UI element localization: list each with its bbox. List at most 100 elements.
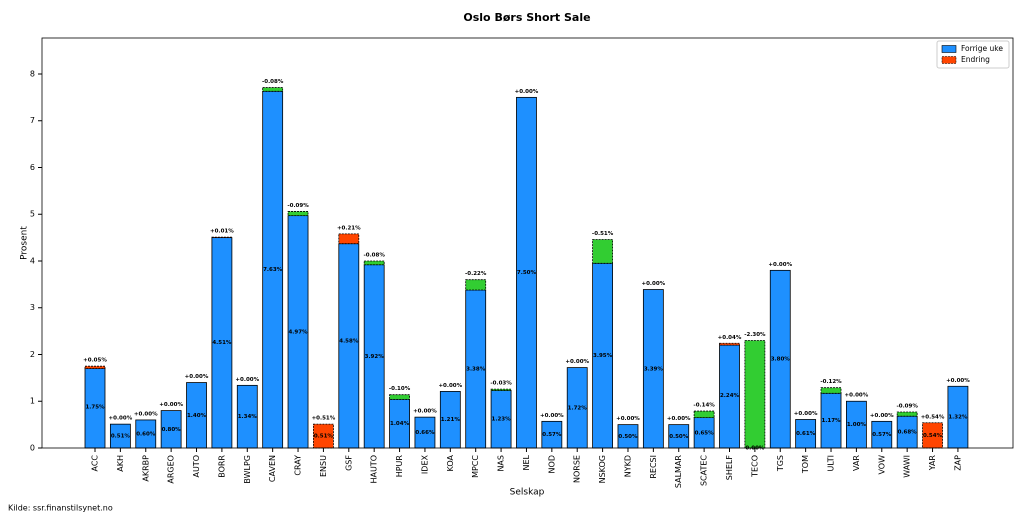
x-tick-label: RECSI xyxy=(649,455,658,479)
x-tick-label: YAR xyxy=(928,455,937,472)
change-bar xyxy=(338,233,360,245)
change-label: +0.54% xyxy=(921,414,945,420)
plot-frame xyxy=(41,37,1014,449)
change-label: +0.05% xyxy=(83,358,107,364)
x-tick-label: VOW xyxy=(877,455,886,475)
y-axis-label: Prosent xyxy=(20,226,30,260)
x-tick-label: ACC xyxy=(91,455,100,472)
source: Kilde: ssr.finanstilsynet.no xyxy=(8,504,113,513)
value-label: 0.51% xyxy=(111,434,131,440)
y-tick-label: 4 xyxy=(30,256,35,265)
value-label: 0.54% xyxy=(923,433,943,439)
change-label: +0.00% xyxy=(109,416,133,422)
change-label: +0.00% xyxy=(870,413,894,419)
x-tick-label: NORSE xyxy=(573,455,582,483)
x-tick-label: ZAP xyxy=(953,455,962,471)
value-label: 3.92% xyxy=(365,354,385,360)
value-label: 1.75% xyxy=(85,405,105,411)
value-label: 0.66% xyxy=(415,430,435,436)
x-tick-label: IDEX xyxy=(420,454,429,474)
legend-label: Forrige uke xyxy=(961,44,1003,53)
change-label: +0.00% xyxy=(642,281,666,287)
y-tick-label: 5 xyxy=(30,210,35,219)
change-label: +0.00% xyxy=(515,89,539,95)
x-tick-label: CAVEN xyxy=(268,455,277,482)
change-label: -0.51% xyxy=(592,231,614,237)
change-bar xyxy=(84,365,106,369)
chart-title: Oslo Børs Short Sale xyxy=(463,11,590,24)
value-label: 0.61% xyxy=(796,431,816,437)
change-bar xyxy=(363,260,385,266)
change-bar xyxy=(744,340,766,449)
x-tick-label: NAS xyxy=(497,455,506,472)
legend-swatch xyxy=(941,56,957,64)
x-tick-label: NSKOG xyxy=(598,455,607,483)
x-tick-label: TGS xyxy=(776,455,785,472)
value-label: 7.63% xyxy=(263,267,283,273)
x-tick-label: HAUTO xyxy=(370,455,379,484)
change-label: -0.22% xyxy=(465,271,487,277)
x-tick-label: BWLPG xyxy=(243,455,252,484)
value-label: 1.23% xyxy=(492,417,512,423)
value-label: 0.50% xyxy=(618,434,638,440)
y-tick-label: 0 xyxy=(30,444,35,453)
x-tick-label: TECO xyxy=(750,455,759,478)
value-label: 1.17% xyxy=(821,418,841,424)
value-label: 3.95% xyxy=(593,353,613,359)
x-tick-label: ENSU xyxy=(319,455,328,477)
change-label: +0.00% xyxy=(540,413,564,419)
change-label: -0.09% xyxy=(287,203,309,209)
value-label: 0.60% xyxy=(136,431,156,437)
value-label: 4.58% xyxy=(339,338,359,344)
change-label: -0.08% xyxy=(363,252,385,258)
x-tick-label: AKRBP xyxy=(141,455,150,482)
y-tick-label: 1 xyxy=(30,397,35,406)
change-label: +0.00% xyxy=(794,411,818,417)
x-tick-label: SCATEC xyxy=(700,455,709,486)
change-label: +0.51% xyxy=(312,416,336,422)
value-label: 4.51% xyxy=(212,340,232,346)
value-label: 1.40% xyxy=(187,413,207,419)
x-tick-label: NYKD xyxy=(623,455,632,477)
change-label: -0.09% xyxy=(896,404,918,410)
value-label: 0.68% xyxy=(898,430,918,436)
value-label: 0.57% xyxy=(542,432,562,438)
y-tick-label: 8 xyxy=(30,69,35,78)
change-bar xyxy=(719,342,740,346)
change-bar xyxy=(262,87,284,92)
value-label: 0.65% xyxy=(695,430,715,436)
value-label: 0.80% xyxy=(162,427,182,433)
value-label: 0.50% xyxy=(669,434,689,440)
x-tick-label: HPUR xyxy=(395,455,404,478)
x-tick-label: BORR xyxy=(217,455,226,478)
x-tick-label: VAR xyxy=(852,455,861,471)
change-label: +0.00% xyxy=(235,377,259,383)
change-bar xyxy=(490,388,512,391)
change-bar xyxy=(313,423,334,449)
change-label: +0.00% xyxy=(438,383,462,389)
x-tick-label: AUTO xyxy=(192,455,201,478)
legend-label: Endring xyxy=(961,55,990,64)
change-label: +0.00% xyxy=(159,402,183,408)
change-label: -0.03% xyxy=(490,381,512,387)
value-label: 1.72% xyxy=(568,405,588,411)
value-label: 1.21% xyxy=(441,417,461,423)
y-tick-label: 2 xyxy=(30,350,35,359)
value-label: 3.38% xyxy=(466,366,486,372)
change-bar xyxy=(693,410,715,419)
change-label: +0.00% xyxy=(667,416,691,422)
x-tick-label: MPCC xyxy=(471,455,480,478)
value-label: 3.80% xyxy=(771,357,791,363)
x-tick-label: KOA xyxy=(446,454,455,471)
legend-swatch xyxy=(941,45,957,53)
y-tick-label: 7 xyxy=(30,116,35,125)
value-label: 1.04% xyxy=(390,421,410,427)
change-label: +0.00% xyxy=(768,262,792,268)
x-tick-label: NEL xyxy=(522,454,531,470)
change-label: -0.08% xyxy=(262,79,284,85)
x-axis-label: Selskap xyxy=(510,488,545,498)
change-label: -2.30% xyxy=(744,332,766,338)
change-bar xyxy=(820,387,842,394)
change-bar xyxy=(287,211,309,217)
